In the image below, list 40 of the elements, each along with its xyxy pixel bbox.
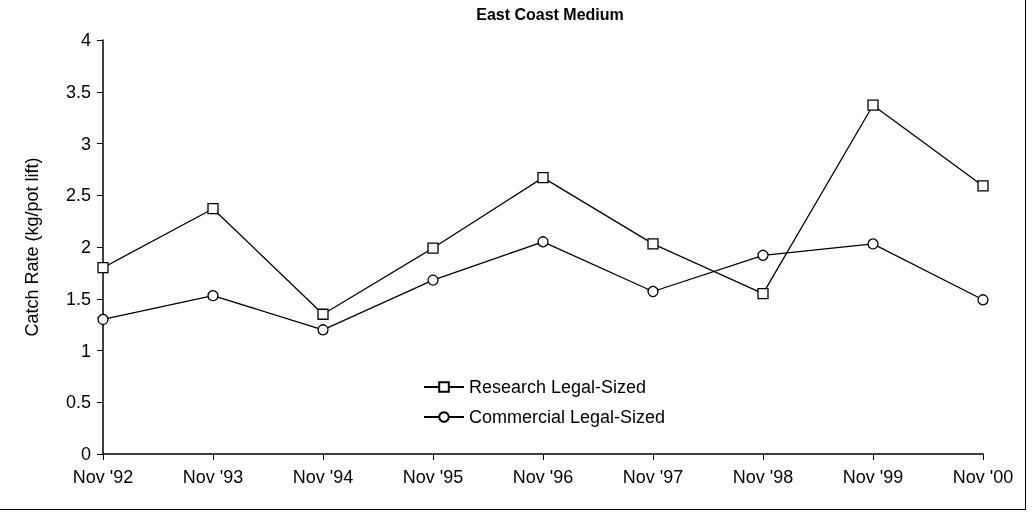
point	[97, 262, 109, 274]
point	[977, 180, 989, 192]
point	[757, 249, 769, 261]
x-tick-label: Nov '99	[842, 467, 904, 487]
point	[647, 238, 659, 250]
y-tick-label: 0	[80, 444, 91, 464]
y-tick-label: 2.5	[65, 185, 91, 206]
point	[977, 294, 989, 306]
x-tick-label: Nov '92	[72, 467, 134, 487]
y-tick-label: 4	[80, 30, 91, 50]
x-tick-label: Nov '96	[512, 467, 574, 487]
y-tick-label: 3	[80, 133, 91, 154]
point	[317, 324, 329, 336]
y-axis-title: Catch Rate (kg/pot lift)	[22, 157, 42, 337]
x-tick-label: Nov '94	[292, 467, 354, 487]
y-tick-label: 1.5	[65, 288, 91, 309]
point	[207, 290, 219, 302]
y-tick-label: 1	[80, 340, 91, 361]
point	[757, 287, 769, 300]
point	[427, 242, 439, 254]
point	[97, 313, 109, 326]
point	[867, 99, 879, 111]
x-tick-label: Nov '95	[402, 467, 464, 487]
point	[317, 308, 329, 320]
x-tick-label: Nov '97	[622, 467, 684, 487]
legend-label: Research Legal-Sized	[469, 377, 647, 397]
y-tick-label: 0.5	[65, 392, 91, 413]
point	[207, 203, 219, 215]
point	[427, 274, 439, 286]
point	[537, 172, 549, 184]
point	[647, 285, 659, 298]
point	[867, 238, 879, 250]
x-tick-label: Nov '98	[732, 467, 794, 487]
point	[537, 236, 549, 248]
x-tick-label: Nov '93	[182, 467, 244, 487]
chart-title: East Coast Medium	[476, 5, 624, 23]
y-tick-label: 3.5	[65, 81, 91, 102]
x-tick-label: Nov '00	[952, 467, 1014, 487]
y-tick-label: 2	[80, 237, 91, 257]
legend-label: Commercial Legal-Sized	[469, 407, 666, 427]
